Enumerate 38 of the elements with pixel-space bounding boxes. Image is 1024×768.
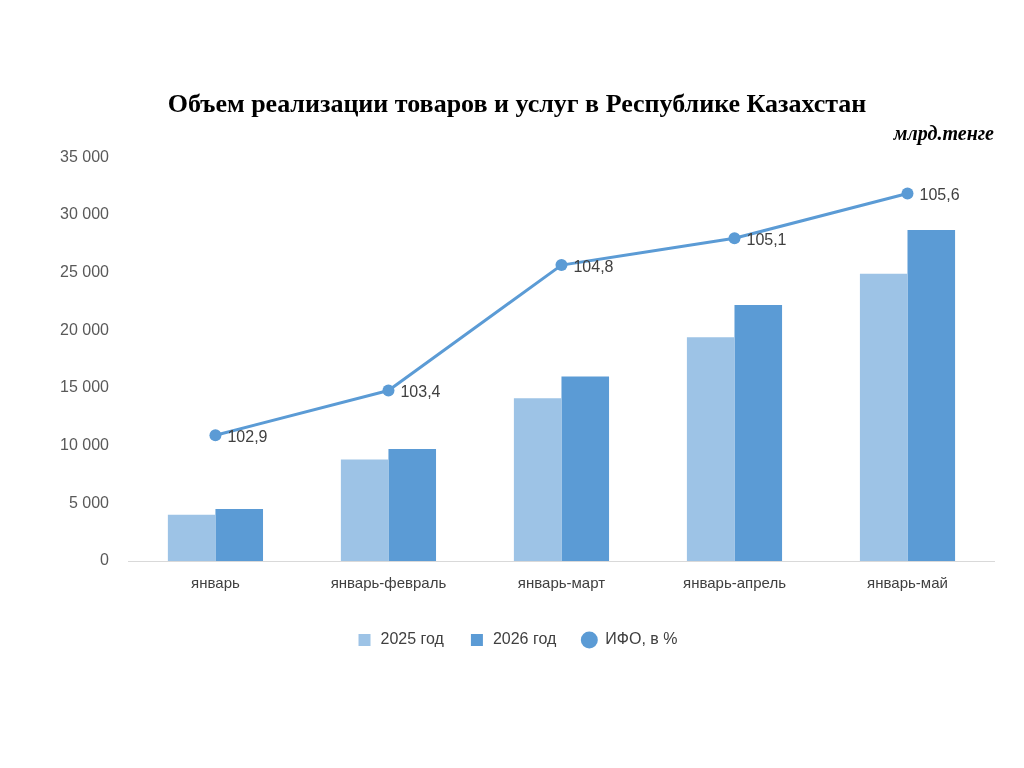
point — [209, 429, 222, 442]
bar — [340, 459, 389, 561]
y-tick-label: 25 000 — [60, 262, 110, 280]
bar — [734, 304, 783, 561]
data-label: 105,6 — [919, 185, 960, 203]
y-tick-label: 0 — [100, 551, 110, 569]
x-tick-label: январь-февраль — [330, 574, 447, 592]
bar — [859, 273, 908, 561]
y-tick-label: 20 000 — [60, 320, 110, 338]
point — [555, 259, 568, 272]
bar — [686, 337, 735, 561]
x-tick-label: январь-апрель — [683, 574, 787, 592]
point — [728, 232, 741, 245]
y-tick-label: 10 000 — [60, 436, 110, 454]
data-label: 105,1 — [746, 230, 787, 248]
y-tick-label: 35 000 — [60, 147, 110, 165]
point — [901, 187, 914, 200]
x-tick-label: январь-март — [517, 574, 606, 592]
bar — [907, 229, 956, 561]
legend-label: 2026 год — [492, 630, 557, 648]
y-tick-label: 5 000 — [68, 493, 110, 511]
x-tick-label: январь — [191, 574, 240, 592]
bar — [561, 376, 610, 561]
y-tick-label: 15 000 — [60, 378, 110, 396]
data-label: 104,8 — [573, 257, 614, 275]
y-tick-label: 30 000 — [60, 205, 110, 223]
x-tick-label: январь-май — [867, 574, 948, 592]
chart-subtitle: млрд.тенге — [892, 122, 995, 146]
data-label: 102,9 — [227, 427, 268, 445]
legend-label: 2025 год — [380, 630, 445, 648]
bar — [388, 449, 437, 561]
legend-label: ИФО, в % — [605, 630, 678, 648]
chart-title: Объем реализации товаров и услуг в Республике Казахстан — [167, 89, 867, 119]
bar — [167, 514, 216, 561]
bar — [513, 398, 562, 561]
point — [382, 384, 395, 397]
bar — [215, 509, 264, 561]
data-label: 103,4 — [400, 382, 441, 400]
